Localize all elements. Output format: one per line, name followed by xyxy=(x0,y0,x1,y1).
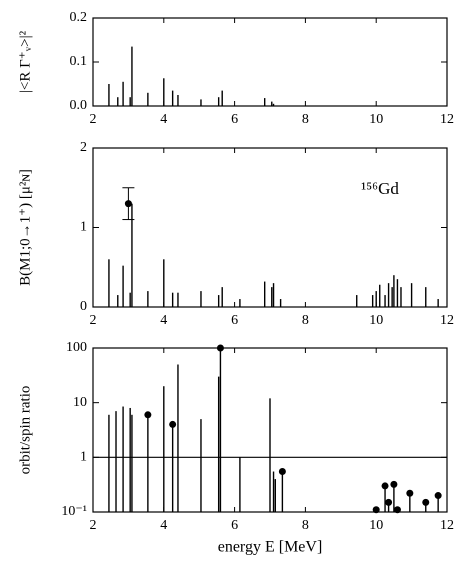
x-tick-label: 8 xyxy=(302,112,309,127)
x-axis-label: energy E [MeV] xyxy=(218,539,323,556)
marker xyxy=(434,492,442,500)
marker xyxy=(144,411,152,419)
x-tick-label: 4 xyxy=(160,518,167,533)
y-tick-label: 1 xyxy=(80,220,87,235)
y-tick-label: 0 xyxy=(80,299,87,314)
marker xyxy=(390,480,398,488)
x-tick-label: 8 xyxy=(302,518,309,533)
y-tick-label: 10⁻¹ xyxy=(61,504,87,519)
y-axis-label: orbit/spin ratio xyxy=(17,386,33,475)
x-tick-label: 2 xyxy=(90,313,97,328)
marker xyxy=(393,506,401,514)
y-tick-label: 0.1 xyxy=(70,54,88,69)
x-tick-label: 10 xyxy=(369,112,383,127)
x-tick-label: 4 xyxy=(160,112,167,127)
y-axis-label: B(M1;0→1⁺) [μ²ɴ] xyxy=(17,169,33,286)
marker xyxy=(422,498,430,506)
marker xyxy=(406,489,414,497)
y-axis-label: |<R Γ⁺ᵥ>|² xyxy=(17,30,33,93)
marker xyxy=(169,420,177,428)
y-tick-label: 10 xyxy=(73,395,87,410)
x-tick-label: 10 xyxy=(369,518,383,533)
marker xyxy=(216,344,224,352)
y-tick-label: 100 xyxy=(66,340,87,355)
annotation: ¹⁵⁶Gd xyxy=(361,179,399,198)
x-tick-label: 2 xyxy=(90,518,97,533)
x-tick-label: 10 xyxy=(369,313,383,328)
x-tick-label: 2 xyxy=(90,112,97,127)
x-tick-label: 6 xyxy=(231,112,238,127)
marker xyxy=(372,506,380,514)
marker xyxy=(385,498,393,506)
y-tick-label: 1 xyxy=(80,450,87,465)
y-tick-label: 0.2 xyxy=(70,10,88,25)
marker xyxy=(278,468,286,476)
x-tick-label: 8 xyxy=(302,313,309,328)
y-tick-label: 0.0 xyxy=(70,98,88,113)
x-tick-label: 6 xyxy=(231,518,238,533)
marker xyxy=(381,482,389,490)
x-tick-label: 12 xyxy=(440,112,454,127)
experiment-point xyxy=(124,200,132,208)
y-tick-label: 2 xyxy=(80,140,87,155)
x-tick-label: 6 xyxy=(231,313,238,328)
x-tick-label: 12 xyxy=(440,518,454,533)
plot-frame xyxy=(92,17,448,107)
x-tick-label: 12 xyxy=(440,313,454,328)
x-tick-label: 4 xyxy=(160,313,167,328)
